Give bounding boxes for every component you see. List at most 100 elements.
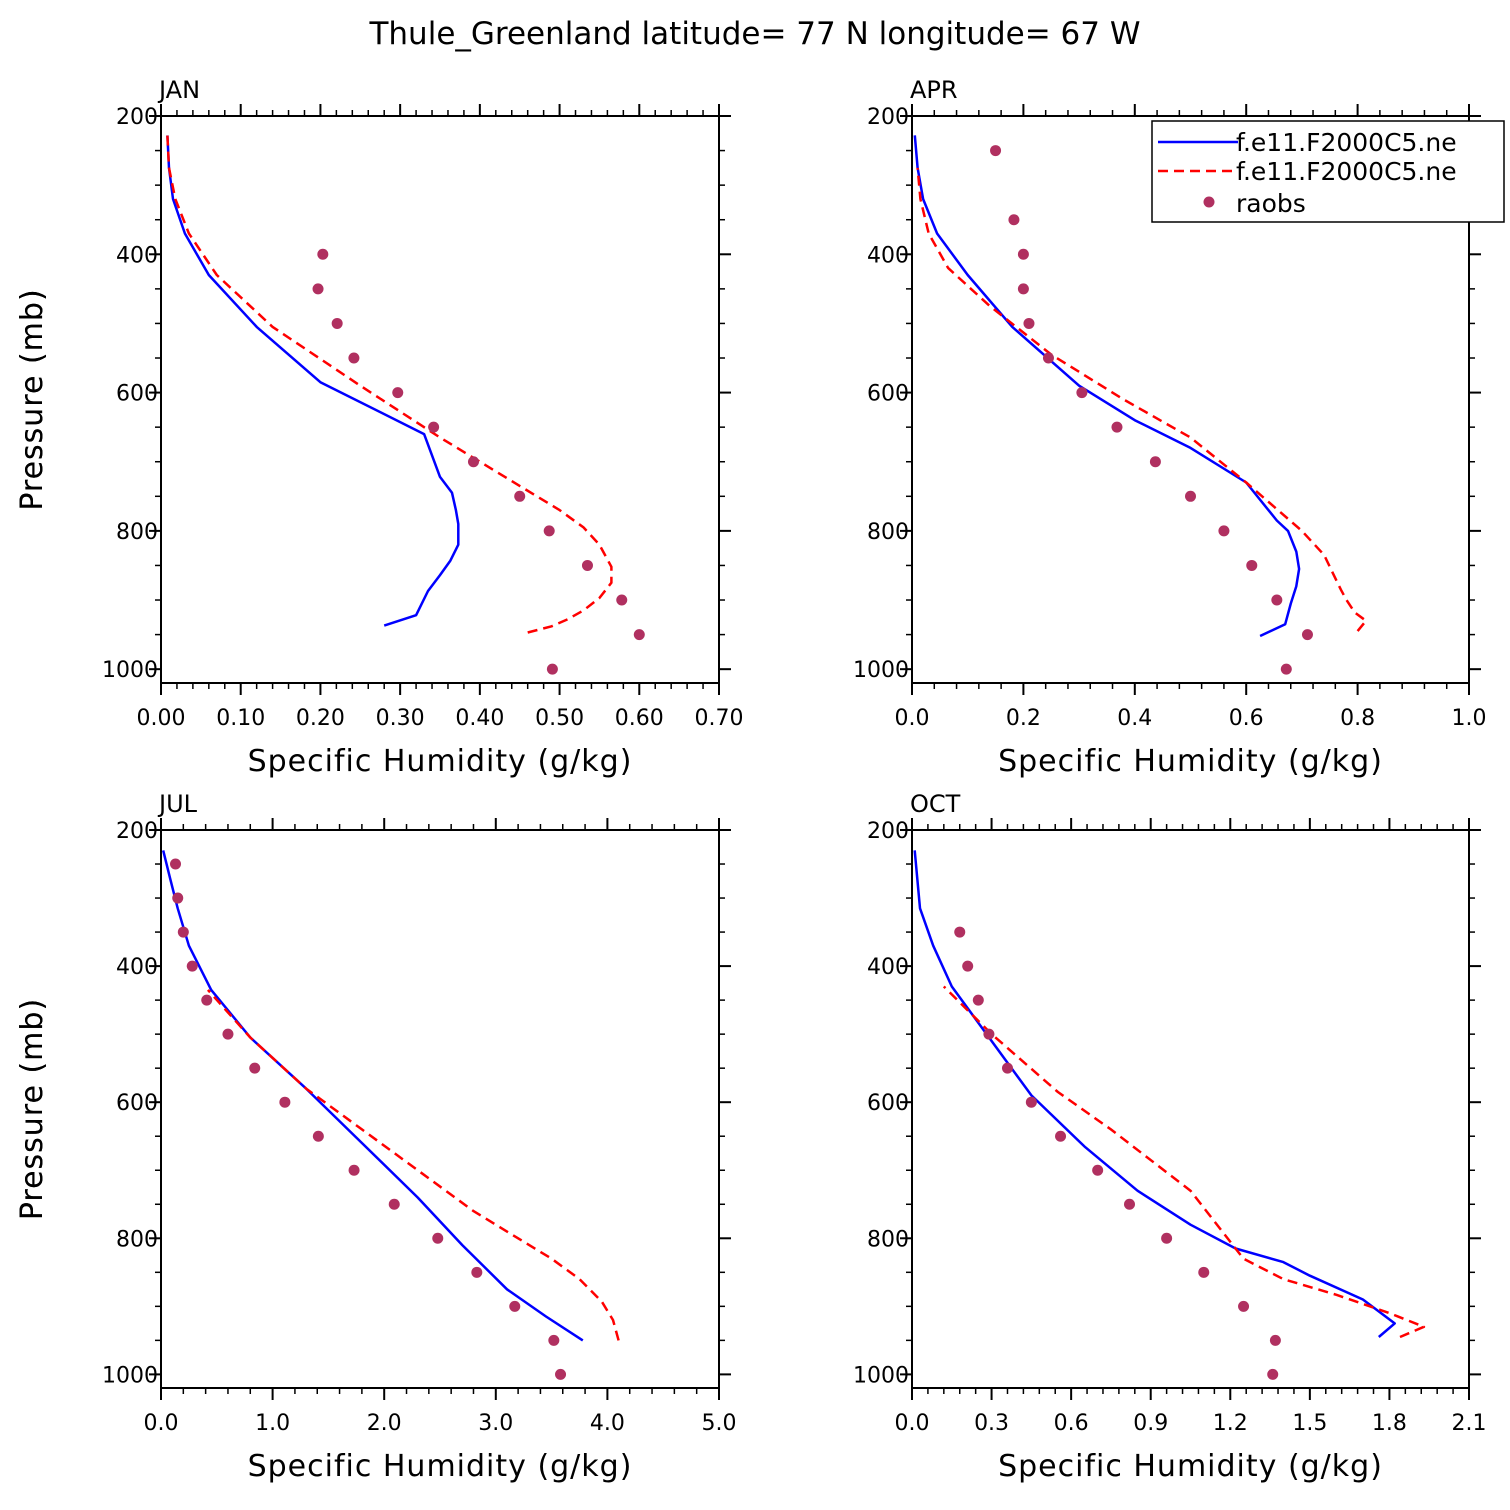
raobs-point (201, 994, 213, 1006)
plot-frame (160, 829, 720, 1389)
panel-jan: 0.00 0.10 0.20 0.30 0.40 0.50 0.60 0.70 200 400 60… (15, 76, 743, 779)
x-tick-label: 0.20 (296, 706, 345, 731)
raobs-point (1055, 1130, 1067, 1142)
x-tick-label: 3.0 (478, 1411, 513, 1436)
legend-marker (1203, 196, 1215, 208)
raobs-point (1042, 352, 1054, 364)
y-axis-label: Pressure (mb) (15, 288, 50, 510)
panel-apr: 0.0 0.2 0.4 0.6 0.8 1.0 200 400 600 800 1000 APR Spe… (15, 76, 1487, 779)
raobs-point (1185, 490, 1196, 502)
x-tick-label: 2.0 (367, 1411, 402, 1436)
x-tick-label: 0.50 (535, 706, 584, 731)
raobs-point (348, 352, 360, 364)
x-tick-label: 0.40 (455, 706, 504, 731)
raobs-point (983, 1028, 995, 1040)
raobs-point (1301, 629, 1313, 641)
x-tick-label: 0.6 (1054, 1411, 1089, 1436)
raobs-point (1218, 525, 1230, 537)
y-tick-label: 1000 (853, 1363, 909, 1388)
x-tick-label: 0.30 (376, 706, 425, 731)
raobs-point (348, 1164, 360, 1176)
legend-label: f.e11.F2000C5.ne (1236, 128, 1457, 157)
panel-title: OCT (910, 790, 961, 818)
raobs-point (1149, 456, 1161, 468)
raobs-point (633, 629, 645, 641)
x-axis-label: Specific Humidity (g/kg) (998, 744, 1383, 779)
x-tick-label: 0.0 (895, 706, 930, 731)
panels: 0.00 0.10 0.20 0.30 0.40 0.50 0.60 0.70 200 400 60… (15, 76, 1487, 1484)
raobs-point (1008, 214, 1020, 226)
x-tick-label: 0.2 (1006, 706, 1041, 731)
raobs-point (954, 926, 966, 938)
raobs-point (312, 1130, 324, 1142)
raobs-point (543, 525, 555, 537)
y-tick-label: 200 (867, 105, 909, 130)
x-axis-label: Specific Humidity (g/kg) (248, 744, 633, 779)
y-tick-label: 600 (116, 1091, 158, 1116)
raobs-point (1271, 594, 1283, 606)
x-tick-label: 0.0 (144, 1411, 179, 1436)
panel-title: APR (910, 76, 958, 104)
raobs-point (1123, 1198, 1135, 1210)
raobs-point (514, 490, 526, 502)
model-solid-line (913, 135, 1301, 638)
raobs-point (1267, 1368, 1279, 1380)
raobs-point (555, 1368, 567, 1380)
raobs-point (388, 1198, 400, 1210)
raobs-point (331, 317, 343, 329)
raobs-point (317, 248, 329, 260)
y-tick-label: 200 (116, 105, 158, 130)
panel-title: JUL (157, 790, 198, 818)
x-tick-label: 1.0 (1452, 706, 1487, 731)
raobs-point (616, 594, 628, 606)
plot-frame (160, 115, 720, 684)
raobs-point (1017, 283, 1029, 295)
figure-title: Thule_Greenland latitude= 77 N longitude… (368, 16, 1140, 52)
y-axis-label: Pressure (mb) (15, 998, 50, 1220)
model-solid-line (166, 135, 460, 627)
x-tick-label: 0.4 (1117, 706, 1152, 731)
x-axis-label: Specific Humidity (g/kg) (998, 1449, 1383, 1484)
raobs-point (1111, 421, 1123, 433)
raobs-point (432, 1232, 444, 1244)
raobs-point (1025, 1096, 1037, 1108)
raobs-point (249, 1062, 261, 1074)
raobs-point (548, 1334, 560, 1346)
x-tick-label: 0.70 (695, 706, 744, 731)
panel-title: JAN (157, 76, 200, 104)
legend: f.e11.F2000C5.nef.e11.F2000C5.ne raobs (1151, 120, 1505, 223)
plot-frame (911, 115, 1470, 684)
model-solid-line (161, 850, 584, 1342)
y-tick-label: 600 (116, 382, 158, 407)
x-tick-label: 1.0 (255, 1411, 290, 1436)
y-axis-label: Pressure (mb) (15, 998, 50, 1220)
y-tick-label: 1000 (102, 1363, 158, 1388)
raobs-point (990, 145, 1002, 157)
x-tick-label: 2.1 (1452, 1411, 1487, 1436)
model-dashed-line (942, 985, 1426, 1339)
raobs-point (962, 960, 974, 972)
model-dashed-line (206, 989, 620, 1341)
raobs-point (972, 994, 984, 1006)
plot-frame (911, 829, 1470, 1389)
raobs-point (1161, 1232, 1173, 1244)
raobs-point (222, 1028, 234, 1040)
raobs-point (186, 960, 198, 972)
y-tick-label: 800 (116, 1227, 158, 1252)
raobs-point (170, 858, 182, 870)
model-dashed-line (916, 167, 1368, 632)
panel-oct: 0.0 0.3 0.6 0.9 1.2 1.5 1.8 2.1 200 400 600 800 1000… (15, 790, 1487, 1484)
raobs-point (1238, 1300, 1250, 1312)
x-tick-label: 4.0 (590, 1411, 625, 1436)
y-tick-label: 400 (867, 955, 909, 980)
y-tick-label: 1000 (853, 658, 909, 683)
x-tick-label: 0.60 (615, 706, 664, 731)
x-tick-label: 1.5 (1292, 1411, 1327, 1436)
y-tick-label: 800 (867, 1227, 909, 1252)
raobs-point (1001, 1062, 1013, 1074)
x-tick-label: 0.0 (895, 1411, 930, 1436)
y-tick-label: 1000 (102, 658, 158, 683)
raobs-point (1023, 317, 1035, 329)
x-tick-label: 0.6 (1229, 706, 1264, 731)
